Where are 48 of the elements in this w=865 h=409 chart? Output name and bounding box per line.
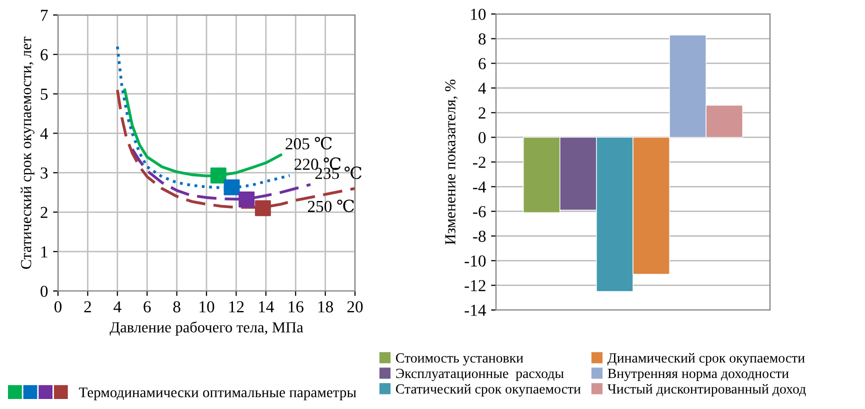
y-axis-title: Статический срок окупаемости, лет	[20, 36, 34, 269]
x-tick-label: 12	[229, 301, 244, 312]
y-tick-label: 2	[40, 206, 48, 218]
x-tick-label: 8	[173, 301, 180, 312]
x-tick-label: 20	[347, 301, 363, 312]
x-tick-label: 16	[288, 301, 304, 312]
legend-label: Термодинамически оптимальные параметры	[79, 388, 356, 400]
y-tick-label: 8	[478, 33, 486, 45]
annotation: 205 ℃	[286, 136, 332, 150]
y-tick-label: -12	[464, 280, 486, 292]
y-tick-label: -10	[464, 255, 486, 267]
y-tick-label: -2	[473, 156, 486, 168]
y-tick-label: 2	[478, 107, 486, 118]
y-tick-label: -8	[473, 230, 486, 242]
legend-label: Статический срок окупаемости	[396, 384, 581, 396]
x-tick-label: 18	[318, 301, 333, 312]
legend-label: Эксплуатационные расходы	[396, 368, 564, 382]
legend-label: Динамический срок окупаемости	[607, 353, 805, 366]
point	[254, 200, 271, 216]
y-tick-label: 0	[478, 132, 486, 144]
y-tick-label: 1	[41, 246, 48, 258]
y-tick-label: 5	[40, 88, 48, 100]
annotation: 250 ℃	[308, 200, 354, 212]
y-axis-title: Изменение показателя, %	[445, 80, 458, 245]
x-tick-label: 2	[84, 301, 91, 312]
y-tick-label: 3	[40, 167, 48, 179]
y-tick-label: 7	[41, 10, 48, 21]
x-tick-label: 0	[54, 301, 62, 312]
y-tick-label: 4	[40, 128, 48, 140]
y-tick-label: 6	[40, 49, 48, 60]
y-tick-label: 10	[471, 8, 486, 20]
legend-label: Внутренняя норма доходности	[608, 368, 789, 382]
y-tick-label: -4	[473, 181, 486, 192]
y-tick-label: -14	[464, 304, 486, 316]
y-tick-label: 0	[40, 286, 48, 297]
point	[224, 179, 240, 196]
point	[210, 167, 226, 184]
x-axis-title: Давление рабочего тела, МПа	[110, 321, 304, 336]
x-tick-label: 4	[114, 301, 122, 312]
y-tick-label: -6	[473, 206, 486, 218]
y-tick-label: 6	[478, 58, 486, 70]
legend-label: Чистый дисконтированный доход	[608, 384, 806, 396]
y-tick-label: 4	[478, 82, 486, 94]
x-tick-label: 6	[144, 301, 151, 312]
x-tick-label: 14	[259, 301, 274, 312]
legend-label: Стоимость установки	[396, 353, 524, 366]
point	[238, 192, 255, 208]
x-tick-label: 10	[200, 301, 214, 312]
